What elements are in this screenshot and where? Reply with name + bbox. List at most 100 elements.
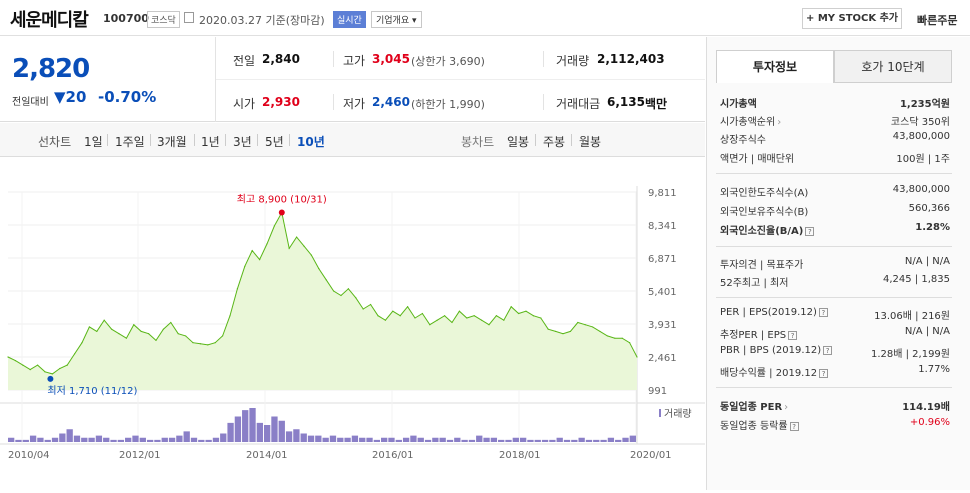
price-point <box>384 319 386 321</box>
volume-bar <box>263 425 271 442</box>
volume-bar <box>161 437 168 442</box>
volume-bar <box>278 420 285 442</box>
quick-order-button[interactable]: 빠른주문 <box>917 14 958 27</box>
price-point <box>118 333 120 335</box>
volume-bar <box>373 439 381 442</box>
volume-bar <box>168 437 176 442</box>
info-row-label: 액면가 | 매매단위 <box>720 150 794 165</box>
help-icon[interactable]: ? <box>823 345 833 355</box>
volume-bar <box>73 435 81 442</box>
chevron-right-icon: › <box>784 402 789 413</box>
info-label-text: 액면가 | 매매단위 <box>720 154 795 165</box>
period-10y[interactable]: 10년 <box>297 135 325 149</box>
price-change: ▼20 <box>54 88 87 106</box>
volume-bar <box>600 439 607 442</box>
compare-label: 전일대비 <box>12 97 49 108</box>
price-point <box>148 333 150 335</box>
help-icon[interactable]: ? <box>818 307 828 317</box>
volume-bar <box>190 437 198 442</box>
volume-bar <box>527 439 534 442</box>
volume-bar <box>125 437 132 442</box>
price-point <box>466 317 468 319</box>
price-point <box>74 353 76 355</box>
volume-bar <box>132 435 139 442</box>
price-chart-svg[interactable]: 9,811 8,341 6,871 5,401 3,931 2,461 991 최고 8,90… <box>0 158 705 490</box>
volume-bar <box>424 439 432 442</box>
volume-label: 거래량 <box>556 54 590 68</box>
divider <box>150 134 151 146</box>
realtime-badge[interactable]: 실시간 <box>333 11 366 28</box>
prev-close-label: 전일 <box>233 54 256 68</box>
amount-label: 거래대금 <box>556 97 601 111</box>
info-row-label[interactable]: 외국인소진율(B/A)? <box>720 222 815 237</box>
help-icon[interactable]: ? <box>819 368 829 378</box>
volume-bar <box>615 439 622 442</box>
add-mystock-button[interactable]: + MY STOCK 추가 <box>802 8 902 29</box>
period-toolbar <box>0 123 705 157</box>
candle-daily[interactable]: 일봉 <box>507 135 530 149</box>
price-point <box>495 315 497 317</box>
volume-bar <box>410 435 417 442</box>
price-point <box>444 315 446 317</box>
volume-bar <box>578 437 585 442</box>
stock-title[interactable]: 세운메디칼 <box>10 10 89 31</box>
market-badge: 코스닥 <box>147 11 180 28</box>
upper-limit: (상한가 3,690) <box>411 55 485 68</box>
price-chart[interactable]: 9,811 8,341 6,871 5,401 3,931 2,461 991 최고 8,90… <box>0 158 705 490</box>
volume-bar <box>234 416 242 442</box>
info-row-label[interactable]: PBR | BPS (2019.12)? <box>720 345 833 356</box>
volume-bar <box>337 437 344 442</box>
info-row-label[interactable]: 시가총액순위 › <box>720 113 781 128</box>
volume-bar <box>519 437 527 442</box>
volume-bar <box>285 431 293 442</box>
help-icon[interactable]: ? <box>805 226 815 236</box>
info-row-label[interactable]: 배당수익률 | 2019.12? <box>720 364 829 379</box>
chevron-right-icon: › <box>777 117 782 128</box>
amount-unit: 백만 <box>645 97 668 111</box>
low-marker <box>47 375 54 382</box>
price-point <box>577 321 579 324</box>
price-point <box>266 243 268 245</box>
price-point <box>488 324 490 326</box>
info-row-value: 43,800,000 <box>892 131 950 142</box>
price-point <box>340 294 342 297</box>
info-row-value: 13.06배 | 216원 <box>874 311 950 322</box>
tab-investment-info[interactable]: 투자정보 <box>716 50 834 83</box>
info-row-label[interactable]: 동일업종 등락률? <box>720 417 799 432</box>
help-icon[interactable]: ? <box>788 330 798 340</box>
volume-bar <box>8 437 15 442</box>
info-row-label[interactable]: PER | EPS(2019.12)? <box>720 307 828 318</box>
info-row-label: 외국인한도주식수(A) <box>720 184 808 199</box>
price-point <box>318 267 320 270</box>
period-1y[interactable]: 1년 <box>201 135 220 149</box>
period-5y[interactable]: 5년 <box>265 135 284 149</box>
info-label-text: 상장주식수 <box>720 135 766 146</box>
info-row-label[interactable]: 추정PER | EPS? <box>720 326 798 341</box>
price-point <box>96 330 98 333</box>
help-icon[interactable]: ? <box>789 421 799 431</box>
candle-weekly[interactable]: 주봉 <box>543 135 566 149</box>
company-overview-dropdown[interactable]: 기업개요 ▾ <box>371 11 422 28</box>
price-point <box>540 317 542 319</box>
period-3m[interactable]: 3개월 <box>157 135 187 149</box>
period-1w[interactable]: 1주일 <box>115 135 145 149</box>
price-point <box>185 335 187 337</box>
info-row-label[interactable]: 동일업종 PER › <box>720 398 788 413</box>
info-label-text: 동일업종 등락률 <box>720 421 788 432</box>
candle-monthly[interactable]: 월봉 <box>579 135 602 149</box>
price-point <box>273 225 275 227</box>
volume-bar <box>505 439 512 442</box>
volume-bar <box>37 437 44 442</box>
divider <box>716 173 952 174</box>
volume-bar <box>541 439 549 442</box>
volume-bar <box>534 439 541 442</box>
period-3y[interactable]: 3년 <box>233 135 252 149</box>
price-point <box>66 364 68 366</box>
info-row-value: 1.28배 | 2,199원 <box>870 349 950 360</box>
volume-bar <box>220 433 227 442</box>
tab-order-book[interactable]: 호가 10단계 <box>834 50 952 83</box>
price-point <box>133 324 135 326</box>
info-label-text: 52주최고 | 최저 <box>720 278 789 289</box>
price-point <box>88 326 90 328</box>
period-1d[interactable]: 1일 <box>84 135 103 149</box>
